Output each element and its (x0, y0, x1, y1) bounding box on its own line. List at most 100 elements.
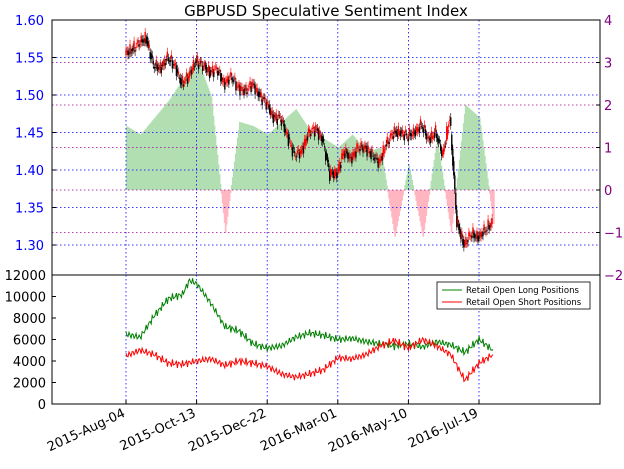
price-candle-body (340, 165, 341, 168)
price-candle-body (374, 158, 375, 159)
price-candle-body (419, 127, 420, 133)
price-candle-body (232, 80, 233, 82)
price-candle-body (440, 144, 441, 150)
price-candle-body (161, 67, 162, 72)
price-candle-body (236, 85, 237, 86)
price-candle-body (171, 55, 172, 59)
price-candle-body (420, 119, 421, 125)
price-candle-body (206, 67, 207, 72)
price-candle-body (344, 153, 345, 158)
price-candle-body (471, 236, 472, 239)
positions-y-tick-label: 0 (38, 398, 46, 413)
price-candle-body (213, 73, 214, 78)
price-candle-body (233, 79, 234, 80)
price-candle-body (254, 85, 255, 94)
price-candle-body (165, 63, 166, 65)
price-candle-body (139, 44, 140, 45)
price-y-tick-label: 1.45 (15, 127, 44, 142)
price-candle-body (184, 81, 185, 83)
price-candle-body (134, 50, 135, 52)
price-candle-body (199, 63, 200, 64)
legend-entry: Retail Open Long Positions (466, 286, 579, 296)
price-candle-body (287, 132, 288, 134)
price-candle-body (371, 149, 372, 152)
price-candle-body (243, 89, 244, 95)
price-candle-body (156, 60, 157, 65)
price-candle-body (293, 147, 294, 148)
ssi-bar (429, 190, 431, 195)
price-candle-body (453, 161, 454, 175)
price-candle-body (319, 130, 320, 134)
price-candle-body (326, 154, 327, 157)
price-candle-body (218, 72, 219, 73)
price-candle-body (168, 58, 169, 61)
price-candle-body (447, 130, 448, 135)
positions-y-tick-label: 4000 (13, 355, 46, 370)
positions-y-tick-label: 12000 (5, 269, 46, 284)
price-candle-body (228, 80, 229, 85)
price-candle-body (231, 77, 232, 80)
price-candle-body (327, 157, 328, 162)
ssi-y-tick-label: 0 (604, 184, 612, 199)
price-candle-body (219, 70, 220, 72)
price-candle-body (385, 148, 386, 149)
ssi-bar (220, 184, 222, 190)
price-candle-body (486, 230, 487, 231)
price-candle-body (307, 136, 308, 140)
price-candle-body (370, 151, 371, 159)
price-candle-body (394, 126, 395, 133)
price-candle-body (393, 136, 394, 139)
price-candle-body (450, 117, 451, 126)
price-candle-body (491, 218, 492, 224)
x-tick-label: 2015-Oct-13 (118, 406, 199, 454)
price-candle-body (466, 243, 467, 244)
price-candle-body (359, 149, 360, 151)
price-candle-body (474, 235, 475, 238)
price-candle-body (455, 193, 456, 210)
price-candle-body (276, 114, 277, 120)
ssi-bar (412, 185, 414, 190)
price-candle-body (408, 138, 409, 141)
price-candle-body (136, 43, 137, 44)
x-tick-label: 2016-Jul-19 (406, 406, 481, 451)
price-candle-body (250, 86, 251, 92)
price-candle-body (229, 76, 230, 77)
price-y-tick-label: 1.35 (15, 202, 44, 217)
ssi-y-tick-label: −1 (604, 227, 623, 242)
price-candle-body (413, 128, 414, 136)
price-candle-body (488, 225, 489, 230)
price-candle-body (426, 134, 427, 139)
price-candle-body (379, 159, 380, 163)
price-candle-body (221, 78, 222, 81)
price-candle-body (438, 139, 439, 143)
price-candle-body (247, 89, 248, 91)
price-candle-body (461, 231, 462, 237)
price-candle-body (467, 240, 468, 242)
price-candle-body (152, 55, 153, 57)
price-candle-body (422, 127, 423, 128)
price-candle-body (282, 120, 283, 121)
price-candle-body (390, 135, 391, 138)
price-candle-body (309, 129, 310, 132)
price-candle-body (330, 169, 331, 176)
price-candle-body (166, 59, 167, 60)
ssi-y-tick-label: 3 (604, 57, 612, 72)
price-candle-body (485, 230, 486, 232)
ssi-bar (493, 190, 495, 224)
price-candle-body (435, 125, 436, 132)
price-candle-body (234, 77, 235, 79)
price-candle-body (381, 156, 382, 161)
price-candle-body (404, 135, 405, 141)
price-candle-body (402, 130, 403, 134)
price-candle-body (317, 128, 318, 130)
price-candle-body (277, 119, 278, 125)
ssi-bar (402, 190, 404, 195)
ssi-y-tick-label: −2 (604, 269, 623, 284)
price-candle-body (457, 219, 458, 223)
price-candle-body (191, 70, 192, 75)
legend-entry: Retail Open Short Positions (466, 298, 582, 308)
positions-legend: Retail Open Long Positions Retail Open Sh… (437, 282, 590, 309)
price-candle-body (294, 151, 295, 152)
price-candle-body (459, 227, 460, 233)
price-candle-body (193, 60, 194, 70)
